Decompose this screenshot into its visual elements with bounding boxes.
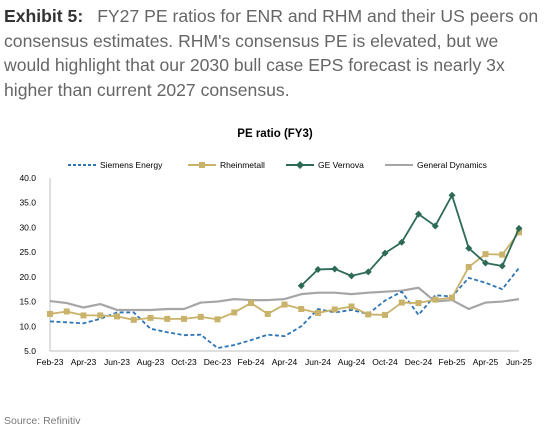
data-point-rheinmetall xyxy=(499,251,506,258)
data-point-rheinmetall xyxy=(331,306,338,313)
data-point-rheinmetall xyxy=(231,309,238,316)
data-point-ge-vernova xyxy=(331,265,339,273)
x-tick-label: Dec-23 xyxy=(204,357,232,367)
data-point-rheinmetall xyxy=(47,310,53,317)
series-line-general-dynamics xyxy=(49,286,520,312)
y-tick-label: 5.0 xyxy=(24,346,36,356)
legend-marker-diamond xyxy=(296,161,304,169)
data-point-rheinmetall xyxy=(516,229,522,236)
x-tick-label: Oct-24 xyxy=(372,357,398,367)
series-line-ge-vernova xyxy=(300,194,520,287)
data-point-rheinmetall xyxy=(315,309,321,316)
data-point-rheinmetall xyxy=(465,263,472,270)
y-tick-label: 40.0 xyxy=(19,173,36,183)
data-point-ge-vernova xyxy=(297,282,305,290)
data-point-rheinmetall xyxy=(365,311,372,318)
x-tick-label: Dec-24 xyxy=(405,357,433,367)
x-tick-label: Jun-23 xyxy=(104,357,130,367)
legend-label: General Dynamics xyxy=(417,160,487,170)
x-tick-label: Jun-24 xyxy=(305,357,331,367)
data-point-rheinmetall xyxy=(197,313,204,320)
data-point-rheinmetall xyxy=(164,315,171,322)
data-point-rheinmetall xyxy=(181,315,187,322)
y-tick-label: 25.0 xyxy=(19,247,36,257)
source-note: Source: Refinitiv xyxy=(4,415,81,427)
data-point-ge-vernova xyxy=(498,262,506,270)
data-point-rheinmetall xyxy=(130,316,137,323)
x-tick-label: Oct-23 xyxy=(171,357,197,367)
x-tick-label: Apr-24 xyxy=(272,357,298,367)
y-tick-label: 20.0 xyxy=(19,272,36,282)
x-tick-label: Aug-24 xyxy=(338,357,366,367)
data-point-ge-vernova xyxy=(348,272,355,280)
data-point-ge-vernova xyxy=(482,259,489,267)
chart-title: PE ratio (FY3) xyxy=(237,128,313,140)
data-point-rheinmetall xyxy=(449,294,455,301)
data-point-ge-vernova xyxy=(465,244,473,252)
data-point-rheinmetall xyxy=(482,251,489,258)
pe-ratio-chart: PE ratio (FY3) Siemens Energy Rheinmetall G… xyxy=(19,128,532,367)
x-tick-label: Feb-24 xyxy=(238,357,265,367)
legend-label: Rheinmetall xyxy=(220,160,265,170)
data-point-rheinmetall xyxy=(97,312,104,319)
data-point-rheinmetall xyxy=(147,314,154,321)
data-point-rheinmetall xyxy=(214,316,221,323)
data-point-rheinmetall xyxy=(348,303,355,310)
exhibit-caption: Exhibit 5: FY27 PE ratios for ENR and RHM… xyxy=(4,4,542,102)
data-point-rheinmetall xyxy=(382,311,388,318)
x-tick-label: Feb-25 xyxy=(439,357,466,367)
x-tick-label: Aug-23 xyxy=(137,357,165,367)
y-tick-label: 10.0 xyxy=(19,321,36,331)
data-point-ge-vernova xyxy=(314,265,322,273)
data-point-rheinmetall xyxy=(298,305,305,312)
series-line-siemens-energy xyxy=(49,267,520,349)
data-point-rheinmetall xyxy=(281,301,288,308)
exhibit-label: Exhibit 5: xyxy=(4,6,84,26)
data-point-ge-vernova xyxy=(381,249,389,257)
legend-label: GE Vernova xyxy=(318,160,364,170)
x-tick-label: Jun-25 xyxy=(506,357,532,367)
y-tick-label: 15.0 xyxy=(19,297,36,307)
data-point-ge-vernova xyxy=(448,191,456,199)
y-tick-label: 35.0 xyxy=(19,198,36,208)
legend-label: Siemens Energy xyxy=(100,160,163,170)
data-point-ge-vernova xyxy=(431,222,439,230)
x-tick-label: Feb-23 xyxy=(37,357,64,367)
data-point-rheinmetall xyxy=(80,312,87,319)
x-tick-label: Apr-23 xyxy=(71,357,97,367)
data-point-rheinmetall xyxy=(398,299,405,306)
data-point-ge-vernova xyxy=(515,224,523,232)
data-point-rheinmetall xyxy=(415,300,422,307)
data-point-rheinmetall xyxy=(248,300,254,307)
x-tick-label: Apr-25 xyxy=(473,357,499,367)
data-point-rheinmetall xyxy=(114,313,120,320)
data-point-ge-vernova xyxy=(415,210,422,218)
data-point-ge-vernova xyxy=(398,238,406,246)
data-point-rheinmetall xyxy=(432,296,439,303)
exhibit-text: FY27 PE ratios for ENR and RHM and their… xyxy=(4,6,539,100)
y-tick-label: 30.0 xyxy=(19,222,36,232)
data-point-rheinmetall xyxy=(264,310,271,317)
data-point-rheinmetall xyxy=(63,308,70,315)
legend-marker-square xyxy=(199,162,205,168)
data-point-ge-vernova xyxy=(364,268,372,276)
